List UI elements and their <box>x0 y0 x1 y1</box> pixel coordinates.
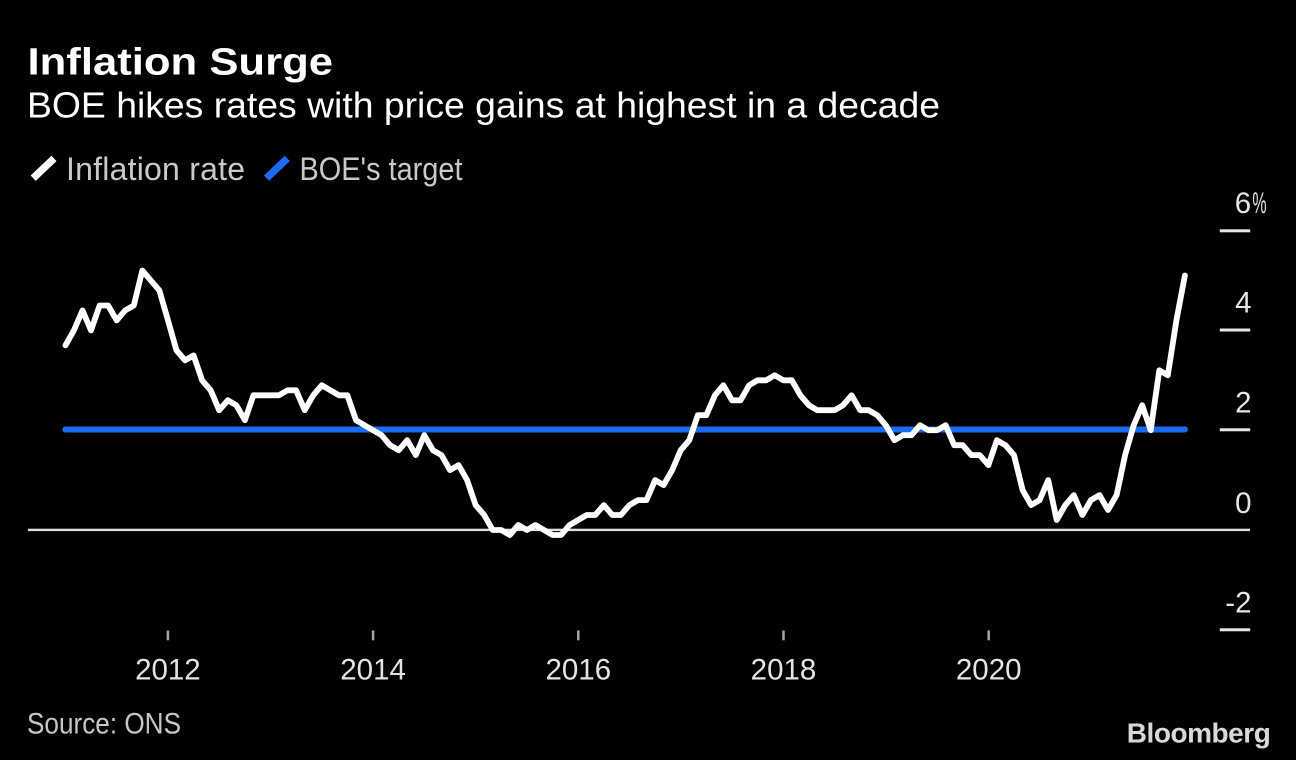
svg-text:-2: -2 <box>1225 586 1251 619</box>
svg-text:4: 4 <box>1235 287 1251 320</box>
svg-text:2012: 2012 <box>135 654 201 687</box>
svg-text:2014: 2014 <box>340 654 406 687</box>
svg-text:%: % <box>1252 187 1266 220</box>
svg-text:Inflation Surge: Inflation Surge <box>28 42 334 84</box>
svg-text:2016: 2016 <box>545 654 611 687</box>
svg-text:2018: 2018 <box>751 654 817 687</box>
svg-text:2: 2 <box>1235 387 1251 420</box>
svg-text:BOE hikes rates with price gai: BOE hikes rates with price gains at high… <box>27 85 940 126</box>
svg-text:Source: ONS: Source: ONS <box>27 708 181 741</box>
svg-text:Inflation rate: Inflation rate <box>66 151 245 187</box>
svg-text:6: 6 <box>1235 187 1251 220</box>
svg-text:Bloomberg: Bloomberg <box>1127 718 1271 749</box>
svg-text:0: 0 <box>1235 487 1251 520</box>
svg-text:BOE's target: BOE's target <box>300 151 463 187</box>
svg-text:2020: 2020 <box>956 654 1022 687</box>
